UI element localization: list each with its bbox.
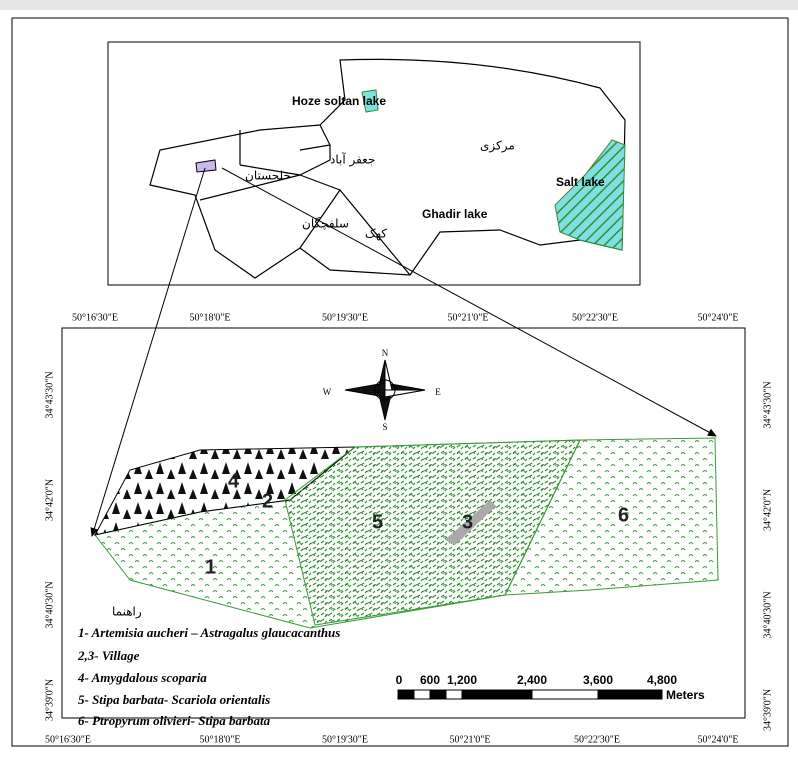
lon-label: 50°18'0"E [200,734,241,745]
lat-label: 34°40'30"N [762,591,773,638]
salt-lake [554,139,626,251]
lat-label: 34°43'30"N [44,371,55,418]
zone-6 [504,437,719,596]
lon-label: 50°22'30"E [572,312,618,323]
arrow [221,167,717,437]
lon-label: 50°18'0"E [190,312,231,323]
lon-label: 50°22'30"E [574,734,620,745]
scale-label: 3,600 [583,673,613,687]
legend-item: 1- Artemisia aucheri – Astragalus glauca… [78,625,340,640]
scale-bar [397,689,663,700]
scale-unit: Meters [666,688,705,702]
lon-label: 50°19'30"E [322,312,368,323]
inset-label: Salt lake [556,175,605,189]
legend-item: 2,3- Village [77,648,140,663]
compass [344,359,426,421]
legend-item: 4- Amygdalous scoparia [77,670,207,685]
scale-label: 2,400 [517,673,547,687]
scale-label: 4,800 [647,673,677,687]
inset-label: Ghadir lake [422,207,488,221]
inset-label: جعفر آباد [330,152,375,168]
zone-label: 6 [618,504,629,526]
lon-label: 50°24'0"E [698,734,739,745]
lat-label: 34°39'0"N [44,679,55,721]
compass-label: E [435,387,441,397]
zone-label: 3 [462,511,473,533]
zone-5 [284,439,581,626]
inset-label: کهک [365,227,387,241]
lon-label: 50°24'0"E [698,312,739,323]
scale-label: 0 [396,673,403,687]
village [445,500,496,545]
zone-label: 2 [262,490,273,512]
lat-label: 34°42'0"N [44,479,55,521]
arrow [90,167,206,537]
zone-label: 5 [372,511,383,533]
lat-label: 34°43'30"N [762,381,773,428]
lat-label: 34°40'30"N [44,581,55,628]
inset-label: سلفچگان [302,217,349,231]
lat-label: 34°42'0"N [762,489,773,531]
inset-label: خلجستان [245,169,291,183]
lon-label: 50°21'0"E [450,734,491,745]
outer-frame [11,17,789,747]
zone-label: 4 [228,470,240,492]
legend-item: 6- Ptropyrum olivieri- Stipa barbata [78,713,271,728]
study-area-inset [195,159,217,173]
zone-label: 1 [205,556,216,578]
scale-label: 1,200 [447,673,477,687]
lake [361,89,379,113]
inset-boundaries [149,58,626,279]
compass-label: S [382,422,387,432]
compass-label: N [382,348,389,358]
legend-title: راهنما [112,605,142,620]
compass-label: W [323,387,332,397]
legend-item: 5- Stipa barbata- Scariola orientalis [78,692,270,707]
lon-label: 50°21'0"E [448,312,489,323]
inset-label: مرکزی [480,139,515,154]
lon-label: 50°19'30"E [322,734,368,745]
inset-label: Hoze soltan lake [292,94,386,108]
scale-label: 600 [420,673,440,687]
top-bar [0,0,798,10]
lat-label: 34°39'0"N [762,689,773,731]
lon-label: 50°16'30"E [45,734,91,745]
lon-label: 50°16'30"E [72,312,118,323]
